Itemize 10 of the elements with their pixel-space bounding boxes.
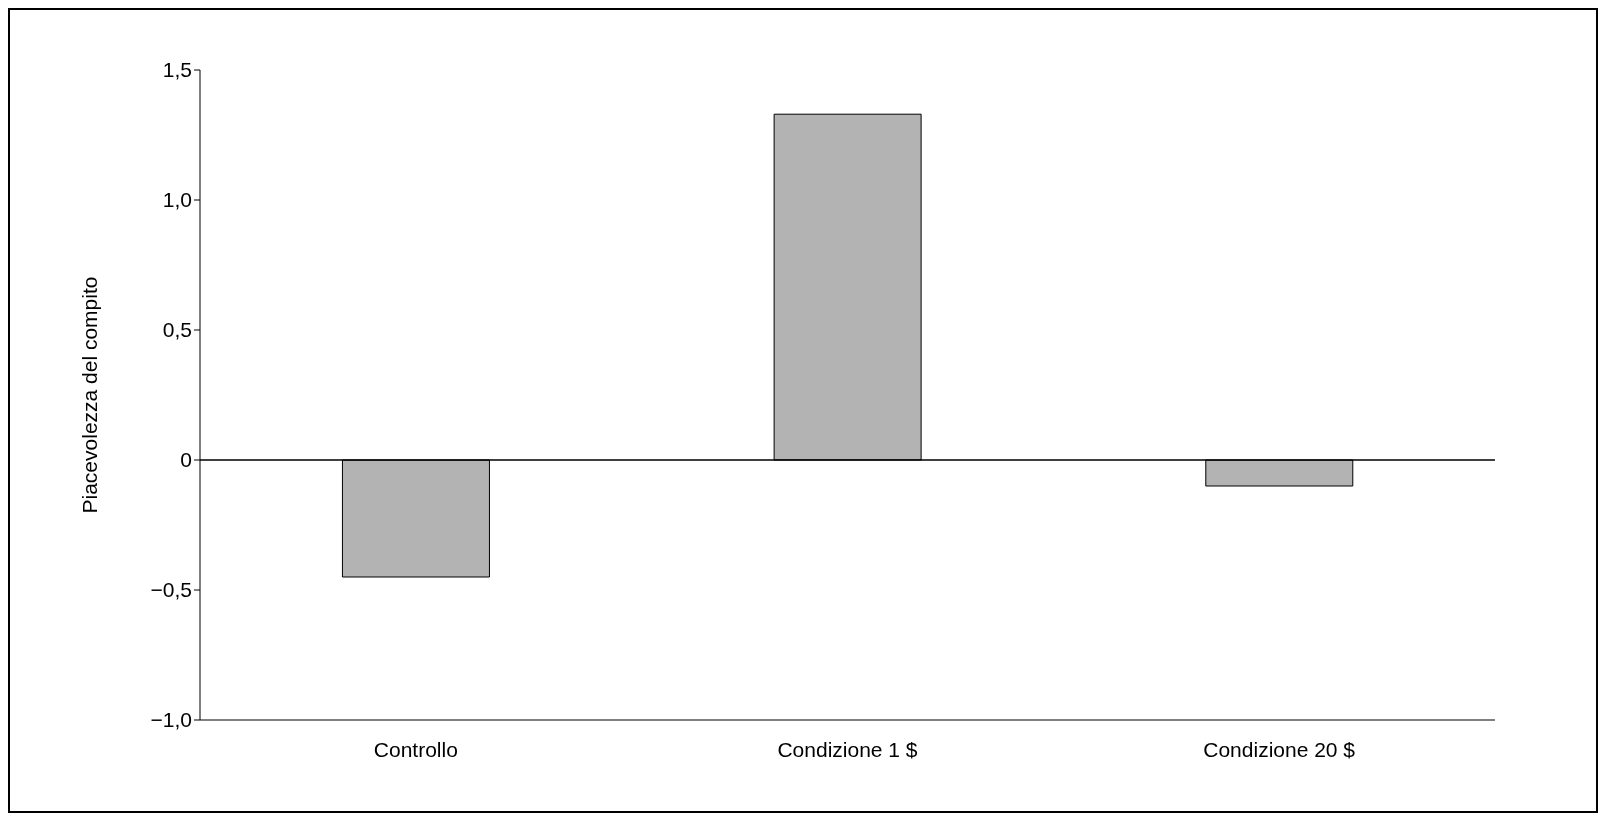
y-tick-label: −1,0 (150, 708, 192, 732)
y-tick-label: 1,0 (162, 188, 192, 212)
x-tick-label: Condizione 20 $ (1203, 737, 1356, 761)
y-tick-label: 0 (180, 448, 192, 472)
y-axis-title: Piacevolezza del compito (78, 276, 102, 514)
y-tick-label: −0,5 (150, 578, 192, 602)
x-tick-label: Controllo (373, 737, 458, 761)
y-tick-label: 0,5 (162, 318, 192, 342)
y-tick-label: 1,5 (162, 58, 192, 82)
x-tick-label: Condizione 1 $ (777, 737, 918, 761)
